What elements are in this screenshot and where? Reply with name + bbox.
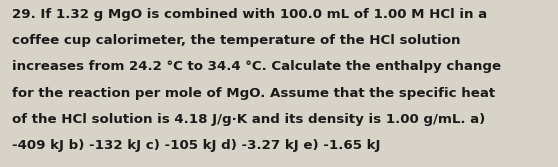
Text: coffee cup calorimeter, the temperature of the HCl solution: coffee cup calorimeter, the temperature …: [12, 34, 461, 47]
Text: of the HCl solution is 4.18 J/g·K and its density is 1.00 g/mL. a): of the HCl solution is 4.18 J/g·K and it…: [12, 113, 485, 126]
Text: increases from 24.2 °C to 34.4 °C. Calculate the enthalpy change: increases from 24.2 °C to 34.4 °C. Calcu…: [12, 60, 502, 73]
Text: -409 kJ b) -132 kJ c) -105 kJ d) -3.27 kJ e) -1.65 kJ: -409 kJ b) -132 kJ c) -105 kJ d) -3.27 k…: [12, 139, 381, 152]
Text: for the reaction per mole of MgO. Assume that the specific heat: for the reaction per mole of MgO. Assume…: [12, 87, 496, 100]
Text: 29. If 1.32 g MgO is combined with 100.0 mL of 1.00 M HCl in a: 29. If 1.32 g MgO is combined with 100.0…: [12, 8, 487, 21]
